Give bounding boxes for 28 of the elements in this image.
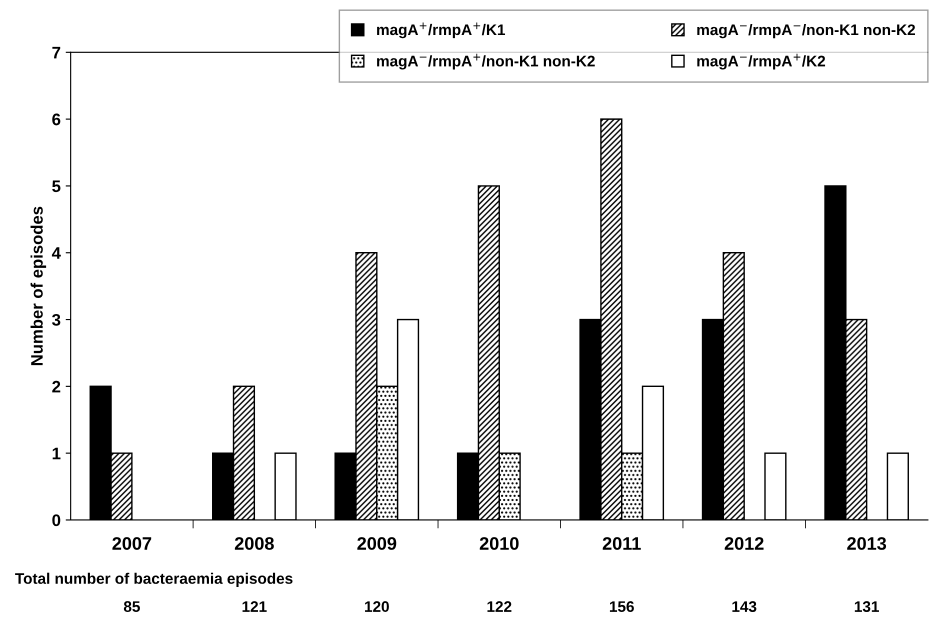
text: 131 (854, 601, 879, 612)
text: 120 (365, 601, 389, 612)
x-tick-label: 2009 (357, 537, 396, 550)
text: Total number of bacteraemia episodes (15, 572, 292, 587)
y-tick-label: 5 (52, 180, 60, 192)
legend-label: magA$^{−}$/rmpA$^{+}$/K2 (697, 54, 826, 70)
legend-label: magA$^{−}$/rmpA$^{−}$/non-K1 non-K2 (697, 24, 915, 38)
y-axis-title: Number of episodes (30, 206, 46, 366)
y-tick-label: 6 (52, 114, 60, 126)
y-tick-label: 1 (52, 448, 60, 460)
text: 85 (124, 601, 140, 612)
y-tick-label: 4 (52, 247, 61, 259)
y-tick-label: 7 (52, 46, 60, 58)
text: 122 (487, 601, 512, 612)
y-tick-label: 0 (52, 514, 60, 526)
legend-label: magA$^{−}$/rmpA$^{+}$/non-K1 non-K2 (377, 54, 595, 70)
text: 121 (242, 601, 267, 612)
x-tick-label: 2013 (847, 537, 886, 550)
y-tick-label: 3 (52, 314, 60, 326)
text: 156 (610, 601, 634, 612)
x-tick-label: 2012 (724, 537, 764, 550)
x-tick-label: 2010 (480, 537, 519, 550)
x-tick-label: 2007 (112, 537, 152, 550)
legend-label: magA$^{+}$/rmpA$^{+}$/K1 (377, 22, 506, 38)
x-tick-label: 2011 (602, 537, 641, 550)
x-tick-label: 2008 (234, 537, 274, 550)
text: 143 (732, 601, 756, 612)
y-tick-label: 2 (52, 380, 60, 392)
